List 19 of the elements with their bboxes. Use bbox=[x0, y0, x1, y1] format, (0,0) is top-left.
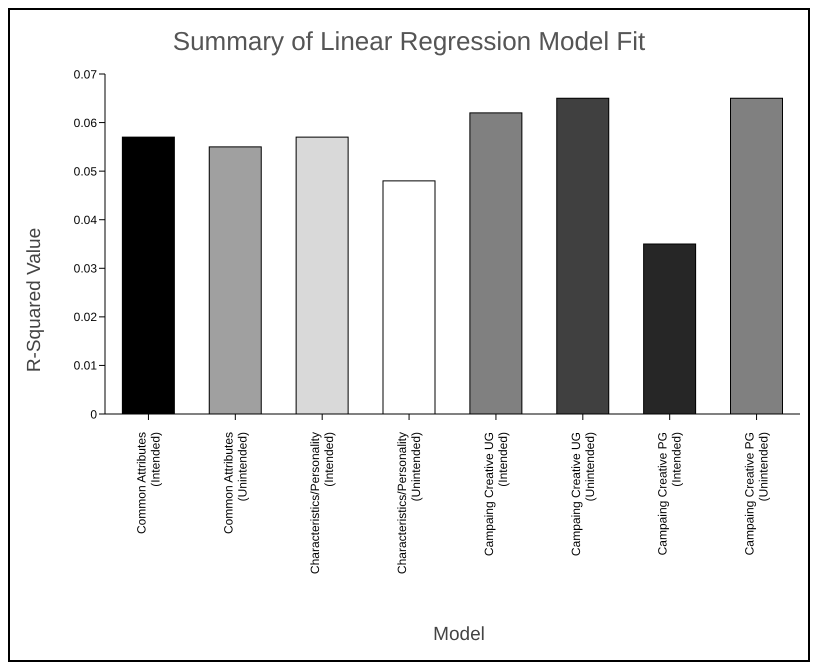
y-tick-label: 0.04 bbox=[74, 212, 98, 227]
y-tick-label: 0.03 bbox=[74, 262, 98, 276]
y-axis-title: R-Squared Value bbox=[24, 228, 46, 372]
chart-title: Summary of Linear Regression Model Fit bbox=[172, 26, 646, 57]
x-tick-label: Characteristics/Personality (Unintended) bbox=[395, 432, 424, 574]
x-tick-label: Campaing Creative PG (Intended) bbox=[656, 432, 684, 556]
x-tick-label: Characteristics/Personality (Intended) bbox=[308, 432, 336, 574]
x-tick-label: Common Attributes (Intended) bbox=[134, 432, 162, 534]
y-tick-label: 0.07 bbox=[74, 67, 98, 82]
y-tick-label: 0.01 bbox=[74, 358, 98, 373]
y-tick-label: 0.05 bbox=[74, 164, 98, 178]
x-tick-label: Campaing Creative UG (Intended) bbox=[482, 432, 510, 556]
x-tick-label: Campaing Creative PG (Unintended) bbox=[742, 432, 771, 556]
y-tick-label: 0 bbox=[90, 407, 98, 422]
x-tick-label: Campaing Creative UG (Unintended) bbox=[568, 432, 597, 556]
x-tick-label: Common Attributes (Unintended) bbox=[221, 432, 250, 534]
y-tick-label: 0.06 bbox=[74, 116, 98, 130]
y-tick-label: 0.02 bbox=[74, 310, 98, 324]
x-axis-title: Model bbox=[432, 624, 486, 646]
